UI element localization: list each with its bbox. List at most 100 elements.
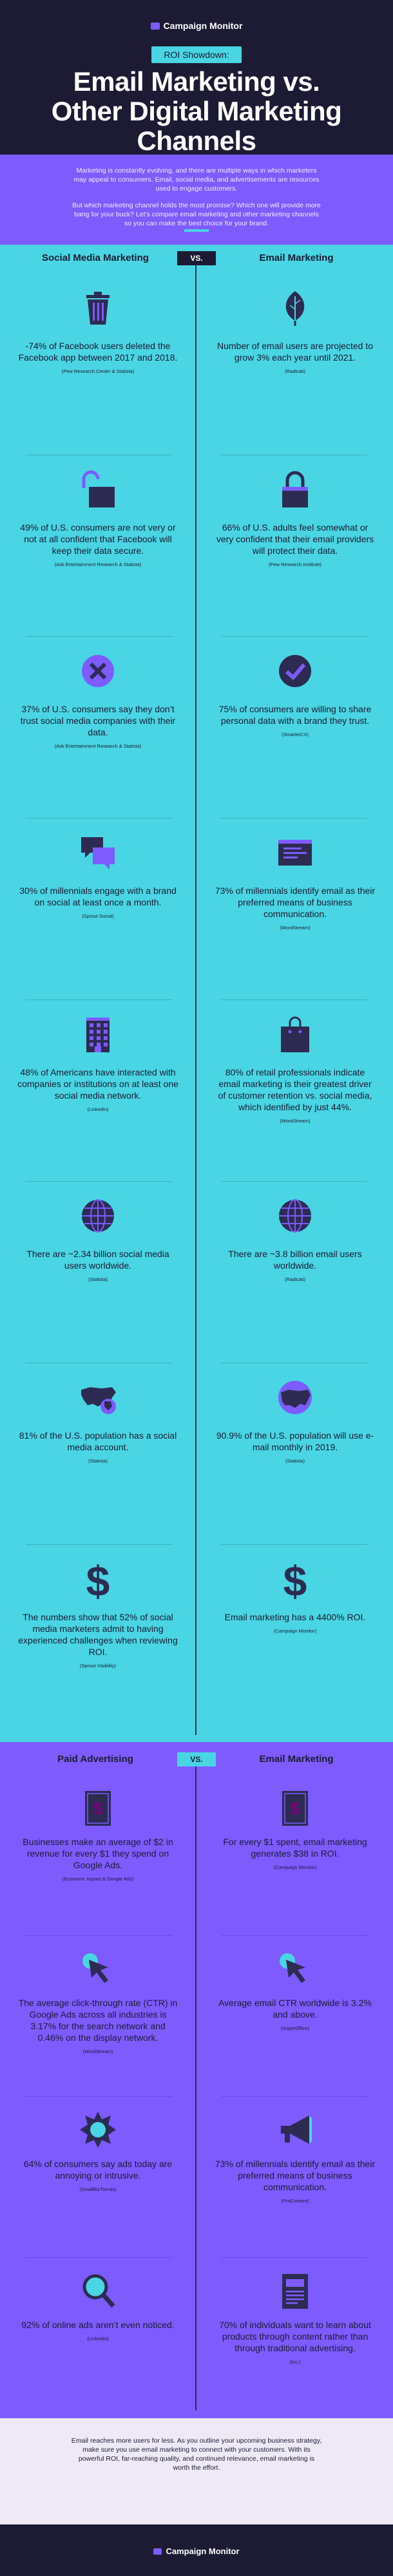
megaphone-icon — [281, 2116, 312, 2144]
social-heading: Social Media Marketing — [42, 252, 149, 263]
left-source: (Ask Entertainment Research & Statista) — [54, 562, 142, 567]
starburst-icon — [80, 2112, 116, 2148]
globe-icon — [82, 1199, 114, 1233]
center-divider-2 — [195, 1754, 196, 2410]
usa-map-circle-icon — [278, 1381, 312, 1414]
social-vs-email-section: Social Media Marketing VS. Email Marketi… — [0, 245, 393, 1742]
header: Campaign Monitor ROI Showdown: Email Mar… — [0, 0, 393, 156]
ads-heading: Paid Advertising — [57, 1754, 133, 1765]
right-source: (Campaign Monitor) — [273, 1864, 317, 1870]
right-stat: 73% of millennials identify email as the… — [215, 886, 376, 919]
left-source: (Economic Impact & Google Ads) — [62, 1876, 134, 1882]
intro-paragraph-1: Marketing is constantly evolving, and th… — [73, 167, 320, 193]
closed-lock-icon — [282, 471, 308, 507]
left-source: (WordStream) — [82, 2049, 113, 2054]
globe-icon — [279, 1199, 311, 1233]
usa-map-icon — [81, 1387, 116, 1414]
left-stat: The average click-through rate (CTR) in … — [18, 1998, 178, 2043]
cursor-click-icon — [82, 1953, 108, 1983]
dollar-bill-icon: $ — [85, 1791, 111, 1826]
ads-vs-email-section: Paid Advertising VS. Email Marketing $ Bu… — [0, 1742, 393, 2418]
trash-can-icon — [86, 292, 110, 325]
row-separator — [221, 2096, 367, 2097]
footer-logo: Campaign Monitor — [0, 2546, 393, 2556]
intro-divider — [184, 229, 209, 232]
right-stat: Email marketing has a 4400% ROI. — [224, 1612, 366, 1622]
email-document-icon — [278, 840, 312, 866]
left-stat: The numbers show that 52% of social medi… — [18, 1612, 178, 1657]
right-source: (Radicati) — [284, 1276, 306, 1282]
right-source: (WordStream) — [280, 1118, 311, 1124]
footer-brand-name: Campaign Monitor — [166, 2546, 240, 2556]
building-icon — [86, 1018, 110, 1052]
dollar-icon: $ — [283, 1557, 307, 1605]
row-separator — [26, 636, 172, 637]
page-title: Email Marketing vs. Other Digital Market… — [0, 67, 393, 156]
document-icon — [282, 2274, 308, 2309]
right-stat: 75% of consumers are willing to share pe… — [218, 704, 372, 726]
row-separator — [221, 1181, 367, 1182]
row-separator — [26, 2257, 172, 2258]
brand-logo: Campaign Monitor — [0, 21, 393, 31]
dollar-bill-icon: $ — [282, 1791, 308, 1826]
right-stat: There are ~3.8 billion email users world… — [228, 1249, 362, 1271]
left-stat: 49% of U.S. consumers are not very or no… — [20, 522, 176, 556]
right-stat: For every $1 spent, email marketing gene… — [223, 1837, 367, 1859]
footer-text: Email reaches more users for less. As yo… — [71, 2437, 322, 2472]
dollar-icon: $ — [86, 1557, 110, 1605]
right-source: (SuperOffice) — [280, 2025, 310, 2031]
shopping-bag-icon — [281, 1016, 309, 1052]
row-separator — [221, 636, 367, 637]
right-stat: 73% of millennials identify email as the… — [215, 2159, 376, 2192]
left-source: (Pew Research Center & Statista) — [61, 368, 135, 374]
left-source: (Sprout Visibility) — [79, 1663, 117, 1669]
x-circle-icon — [82, 655, 114, 687]
row-separator — [221, 1544, 367, 1545]
svg-text:$: $ — [93, 1799, 103, 1818]
left-stat: 81% of the U.S. population has a social … — [19, 1430, 177, 1452]
roi-badge: ROI Showdown: — [151, 46, 242, 63]
right-source: (Radicati) — [284, 368, 306, 374]
left-stat: 92% of online ads aren’t even noticed. — [21, 2320, 175, 2330]
row-separator — [26, 999, 172, 1000]
right-stat: Average email CTR worldwide is 3.2% and … — [218, 1998, 372, 2020]
right-source: (Inc.) — [289, 2359, 301, 2365]
row-separator — [221, 2257, 367, 2258]
right-stat: 70% of individuals want to learn about p… — [219, 2320, 371, 2353]
left-source: (LinkedIn) — [87, 1106, 109, 1112]
left-source: (Ask Entertainment Research & Statista) — [54, 743, 142, 749]
left-stat: 37% of U.S. consumers say they don’t tru… — [20, 704, 176, 737]
left-source: (Sprout Social) — [82, 913, 114, 919]
check-circle-icon — [279, 655, 311, 687]
title-line-2: Other Digital Marketing Channels — [51, 96, 342, 156]
center-divider — [195, 254, 196, 1735]
row-separator — [26, 1181, 172, 1182]
title-line-1: Email Marketing vs. — [73, 66, 320, 97]
left-source: (SmallBizTrends) — [79, 2186, 117, 2192]
brand-name: Campaign Monitor — [163, 21, 243, 31]
cursor-click-icon — [280, 1953, 305, 1983]
row-separator — [26, 1544, 172, 1545]
vs-badge-2: VS. — [177, 1752, 216, 1766]
right-stat: 80% of retail professionals indicate ema… — [218, 1067, 372, 1112]
right-source: (Statista) — [285, 1458, 305, 1464]
leaf-icon — [285, 291, 305, 326]
email-heading: Email Marketing — [259, 252, 334, 263]
left-stat: -74% of Facebook users deleted the Faceb… — [18, 341, 178, 363]
email-heading-2: Email Marketing — [259, 1754, 334, 1765]
right-stat: 90.9% of the U.S. population will use e-… — [216, 1430, 374, 1452]
row-separator — [221, 818, 367, 819]
row-separator — [26, 818, 172, 819]
left-source: (Statista) — [88, 1276, 108, 1282]
svg-text:$: $ — [283, 1557, 307, 1605]
right-stat: 66% of U.S. adults feel somewhat or very… — [216, 522, 374, 556]
svg-text:$: $ — [86, 1557, 110, 1605]
left-source: (Statista) — [88, 1458, 108, 1464]
left-stat: Businesses make an average of $2 in reve… — [23, 1837, 173, 1870]
left-stat: 30% of millennials engage with a brand o… — [19, 886, 177, 907]
right-source: (Pew Research Institute) — [268, 562, 322, 567]
row-separator — [26, 1935, 172, 1936]
intro-paragraph-2: But which marketing channel holds the mo… — [72, 202, 321, 227]
row-separator — [221, 999, 367, 1000]
right-source: (ProContent) — [281, 2198, 309, 2204]
